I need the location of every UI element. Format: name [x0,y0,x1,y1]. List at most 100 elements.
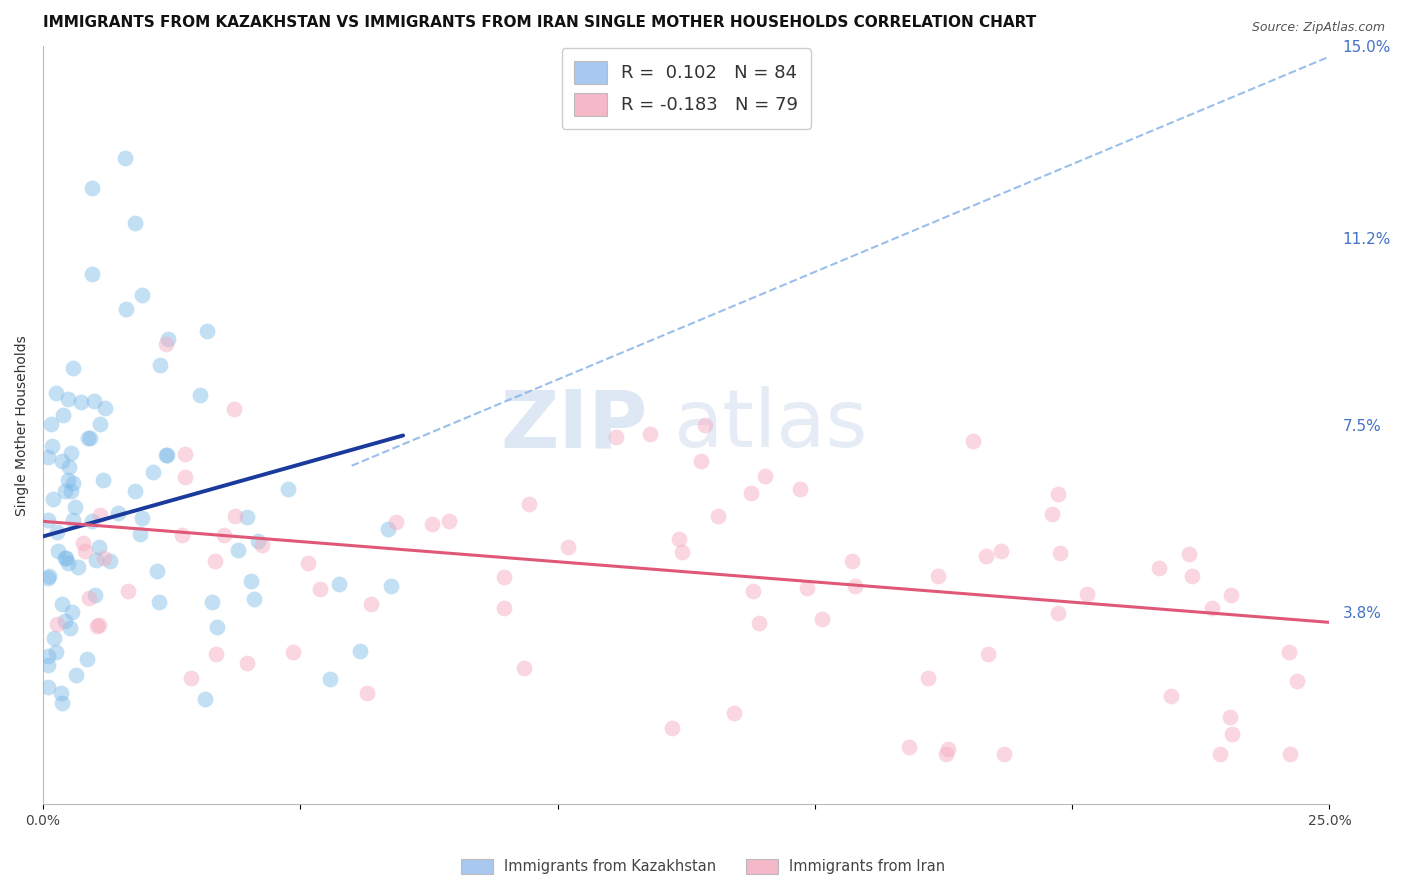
Point [142,466,165,480]
Point [250,538,273,552]
Point [1201,601,1223,615]
Point [1047,606,1070,620]
Point [977,648,1000,662]
Text: atlas: atlas [673,386,868,465]
Point [740,486,762,500]
Point [356,686,378,700]
Point [204,554,226,568]
Point [80,515,103,529]
Point [38,569,60,583]
Point [1160,690,1182,704]
Point [86,619,108,633]
Point [205,647,228,661]
Point [188,388,211,402]
Point [207,620,229,634]
Point [84,588,107,602]
Point [494,601,516,615]
Point [94,401,117,415]
Point [962,434,984,448]
Point [124,483,146,498]
Point [62,513,84,527]
Point [707,508,730,523]
Point [690,453,713,467]
Point [638,427,661,442]
Point [1209,747,1232,761]
Point [37,450,59,465]
Point [55,483,77,498]
Point [236,510,259,524]
Point [748,616,770,631]
Point [53,614,76,628]
Point [170,527,193,541]
Point [226,543,249,558]
Point [1149,561,1171,575]
Point [240,574,263,589]
Point [1046,486,1069,500]
Point [148,595,170,609]
Point [63,500,86,514]
Point [796,582,818,596]
Point [661,721,683,735]
Point [48,543,70,558]
Point [1220,588,1243,602]
Point [52,408,75,422]
Point [1049,546,1071,560]
Point [360,597,382,611]
Point [155,448,177,462]
Point [60,605,83,619]
Point [77,591,100,606]
Point [439,514,461,528]
Point [149,358,172,372]
Point [349,644,371,658]
Point [37,680,59,694]
Point [82,267,104,281]
Point [93,551,115,566]
Point [87,541,110,555]
Point [420,517,443,532]
Point [297,556,319,570]
Point [927,569,949,583]
Point [39,417,62,432]
Point [60,445,83,459]
Point [84,552,107,566]
Point [69,395,91,409]
Point [328,577,350,591]
Point [990,543,1012,558]
Point [1076,587,1098,601]
Legend: R =  0.102   N = 84, R = -0.183   N = 79: R = 0.102 N = 84, R = -0.183 N = 79 [561,48,811,128]
Point [53,550,76,565]
Point [319,672,342,686]
Point [51,454,73,468]
Point [89,508,111,522]
Point [557,541,579,555]
Point [935,747,957,761]
Point [131,511,153,525]
Point [384,515,406,529]
Point [98,554,121,568]
Point [80,181,103,195]
Point [1286,673,1309,688]
Point [974,549,997,563]
Point [73,544,96,558]
Point [76,652,98,666]
Point [66,559,89,574]
Point [236,656,259,670]
Point [156,333,179,347]
Point [56,556,79,570]
Point [124,216,146,230]
Y-axis label: Single Mother Households: Single Mother Households [15,335,30,516]
Point [1220,727,1243,741]
Point [51,696,73,710]
Point [59,621,82,635]
Point [115,302,138,317]
Point [380,579,402,593]
Point [173,469,195,483]
Point [214,527,236,541]
Point [693,418,716,433]
Point [49,686,72,700]
Point [512,661,534,675]
Point [114,151,136,165]
Point [492,569,515,583]
Point [222,402,245,417]
Point [42,631,65,645]
